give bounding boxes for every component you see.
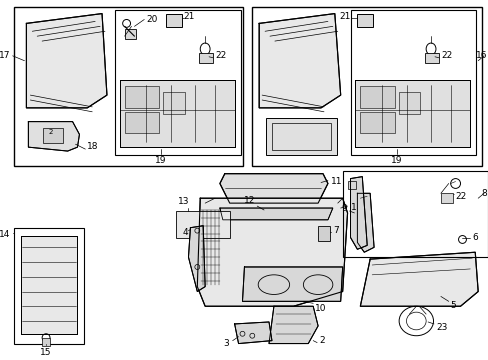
Text: 22: 22: [455, 192, 466, 201]
Polygon shape: [259, 14, 340, 108]
Bar: [271, 123, 330, 150]
Polygon shape: [234, 322, 271, 343]
Text: 2: 2: [319, 336, 324, 345]
Polygon shape: [120, 80, 234, 147]
Bar: [165, 14, 181, 27]
Bar: [115, 10, 240, 155]
Text: 6: 6: [471, 233, 477, 242]
Text: 16: 16: [474, 51, 486, 60]
Text: 4: 4: [183, 228, 188, 237]
Text: 21: 21: [339, 12, 350, 21]
Polygon shape: [350, 177, 366, 249]
Text: 3: 3: [223, 339, 228, 348]
Bar: [252, 7, 481, 166]
Polygon shape: [20, 235, 77, 334]
Bar: [342, 171, 487, 257]
Polygon shape: [197, 198, 347, 306]
Bar: [163, 92, 184, 114]
Text: 22: 22: [440, 51, 451, 60]
Text: 5: 5: [450, 301, 455, 310]
Bar: [42, 338, 50, 346]
Bar: [347, 181, 356, 189]
Text: 10: 10: [315, 304, 326, 313]
Bar: [199, 53, 213, 63]
Bar: [354, 196, 362, 204]
Bar: [14, 7, 243, 166]
Text: 21: 21: [183, 12, 195, 21]
Polygon shape: [242, 267, 342, 301]
Text: 22: 22: [215, 51, 226, 60]
Text: 7: 7: [332, 226, 338, 235]
Polygon shape: [220, 174, 327, 203]
Polygon shape: [28, 122, 79, 151]
Bar: [124, 86, 159, 108]
Polygon shape: [357, 193, 373, 252]
Polygon shape: [355, 80, 469, 147]
Text: 12: 12: [244, 196, 255, 205]
Bar: [175, 211, 229, 238]
Text: 19: 19: [155, 156, 166, 165]
Text: 9: 9: [341, 203, 347, 212]
Bar: [360, 112, 394, 134]
Bar: [424, 53, 438, 63]
Polygon shape: [220, 208, 332, 220]
Text: 23: 23: [435, 323, 447, 332]
Bar: [124, 29, 136, 39]
Bar: [43, 127, 62, 143]
Bar: [14, 228, 84, 343]
Polygon shape: [360, 252, 477, 306]
Text: 2: 2: [49, 130, 53, 135]
Text: 13: 13: [177, 197, 189, 206]
Bar: [360, 86, 394, 108]
Text: 17: 17: [0, 51, 11, 60]
Polygon shape: [26, 14, 107, 108]
Bar: [398, 92, 419, 114]
Bar: [318, 226, 329, 242]
Text: 15: 15: [40, 347, 52, 356]
Text: 18: 18: [87, 142, 99, 151]
Text: 11: 11: [330, 177, 342, 186]
Polygon shape: [268, 306, 318, 343]
Bar: [265, 118, 336, 155]
Bar: [124, 112, 159, 134]
Polygon shape: [188, 226, 205, 292]
Text: 20: 20: [146, 14, 157, 23]
Bar: [357, 14, 372, 27]
Text: 8: 8: [480, 189, 486, 198]
Text: 14: 14: [0, 230, 11, 239]
Text: 19: 19: [390, 156, 402, 165]
Bar: [440, 193, 452, 203]
Bar: [350, 10, 475, 155]
Text: 1: 1: [350, 203, 356, 212]
